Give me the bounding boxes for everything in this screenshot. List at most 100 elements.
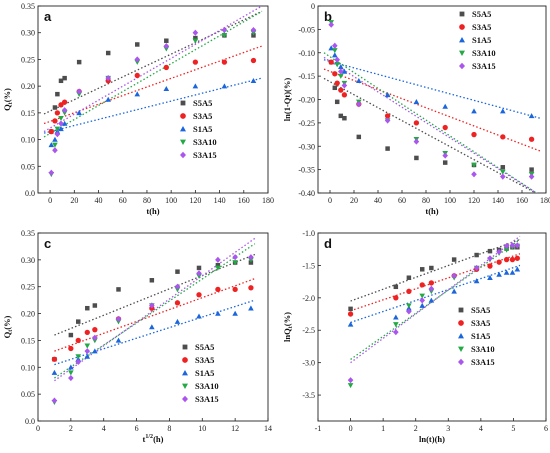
panel-label: d	[324, 236, 332, 251]
x-tick-label: 0	[328, 196, 332, 205]
series-s5a5	[328, 59, 534, 172]
y-tick-label: 0.0	[25, 417, 35, 426]
fit-line-s5a5	[54, 253, 256, 336]
x-tick-label: 160	[238, 196, 250, 205]
legend-label: S3A10	[193, 137, 217, 147]
data-point	[473, 278, 480, 284]
series-s5a5	[49, 33, 256, 134]
data-point	[451, 272, 457, 279]
data-point	[487, 263, 493, 269]
series-s3a15	[51, 254, 254, 404]
x-tick-label: 60	[398, 196, 406, 205]
data-point	[221, 59, 228, 65]
data-point	[471, 131, 477, 138]
x-axis-label: t(h)	[425, 206, 438, 216]
data-point	[451, 288, 457, 294]
data-point	[68, 332, 74, 338]
data-point	[338, 68, 344, 75]
legend-label: S3A5	[193, 111, 212, 121]
data-point	[528, 173, 535, 180]
y-tick-label: -1.0	[302, 229, 315, 238]
data-point	[196, 265, 202, 271]
data-point	[487, 274, 493, 280]
plot-frame	[317, 232, 547, 422]
legend-marker-s5a5	[458, 307, 464, 313]
legend-label: S3A15	[195, 394, 219, 404]
x-tick-label: 6	[544, 424, 548, 433]
legend-marker-s3a5	[182, 357, 188, 363]
data-point	[413, 120, 420, 126]
series-s3a5	[48, 57, 257, 135]
data-point	[419, 267, 425, 272]
data-point	[503, 242, 510, 250]
data-point	[442, 103, 448, 109]
y-tick-label: 0.25	[21, 283, 35, 292]
data-point	[332, 71, 338, 77]
data-point	[163, 42, 170, 50]
data-point	[84, 343, 91, 349]
data-point	[58, 102, 64, 108]
legend-label: S5A5	[195, 342, 214, 352]
data-point	[75, 354, 82, 360]
y-tick-label: 0.10	[21, 136, 35, 145]
x-tick-label: 5	[511, 424, 515, 433]
chart-panel-d: -1 0 1 2 3 4 5 6 -1.0 -1.5 -2.0 -2.5 -3.0 -3.5 ln(t)(h…	[282, 229, 548, 444]
x-tick-label: 8	[167, 424, 171, 433]
data-point	[116, 287, 121, 292]
legend-marker-s3a15	[459, 62, 465, 70]
legend-label: S5A5	[471, 305, 490, 315]
data-point	[105, 75, 112, 82]
data-point	[414, 155, 419, 161]
y-axis-label: ln(1-Qt)(%)	[282, 78, 292, 122]
series-s3a15	[347, 242, 521, 384]
data-point	[471, 108, 477, 114]
x-tick-label: 0	[48, 196, 52, 205]
data-point	[54, 131, 61, 138]
legend-label: S3A5	[195, 355, 214, 365]
data-point	[328, 59, 334, 65]
data-point	[48, 142, 55, 148]
x-tick-label: 80	[422, 196, 430, 205]
data-point	[61, 99, 68, 105]
y-tick-label: 0.0	[25, 189, 35, 198]
data-point	[384, 92, 391, 98]
x-tick-label: 2	[69, 424, 73, 433]
data-point	[215, 265, 221, 271]
data-point	[55, 91, 60, 97]
data-point	[393, 322, 399, 328]
data-point	[503, 247, 510, 253]
data-point	[54, 126, 61, 132]
y-tick-label: 0	[311, 2, 315, 11]
data-point	[192, 59, 199, 65]
x-tick-label: 14	[264, 424, 272, 433]
series-s3a15	[328, 21, 535, 180]
fit-line-s3a5	[323, 68, 541, 152]
plot-frame	[37, 232, 269, 422]
fit-line-s3a15	[43, 6, 263, 133]
data-point	[196, 270, 202, 277]
y-tick-label: 0.25	[21, 55, 35, 64]
legend-marker-s5a5	[459, 11, 465, 17]
data-point	[232, 286, 238, 293]
fit-line-s5a5	[323, 77, 538, 193]
legend-label: S1A5	[471, 331, 490, 341]
data-point	[248, 305, 254, 311]
data-point	[149, 324, 155, 330]
legend-marker-s3a15	[180, 151, 186, 159]
data-point	[84, 353, 91, 359]
data-point	[105, 50, 111, 56]
legend-marker-s5a5	[180, 100, 186, 106]
x-tick-label: 20	[70, 196, 78, 205]
x-tick-label: 12	[231, 424, 239, 433]
data-point	[514, 242, 521, 249]
y-tick-label: 0.30	[21, 256, 35, 265]
data-point	[347, 311, 354, 317]
data-point	[115, 337, 122, 343]
data-point	[334, 99, 340, 105]
data-point	[514, 255, 520, 261]
data-point	[250, 57, 257, 64]
data-point	[68, 364, 74, 370]
data-point	[215, 262, 221, 268]
data-point	[115, 315, 122, 323]
data-point	[509, 242, 516, 249]
